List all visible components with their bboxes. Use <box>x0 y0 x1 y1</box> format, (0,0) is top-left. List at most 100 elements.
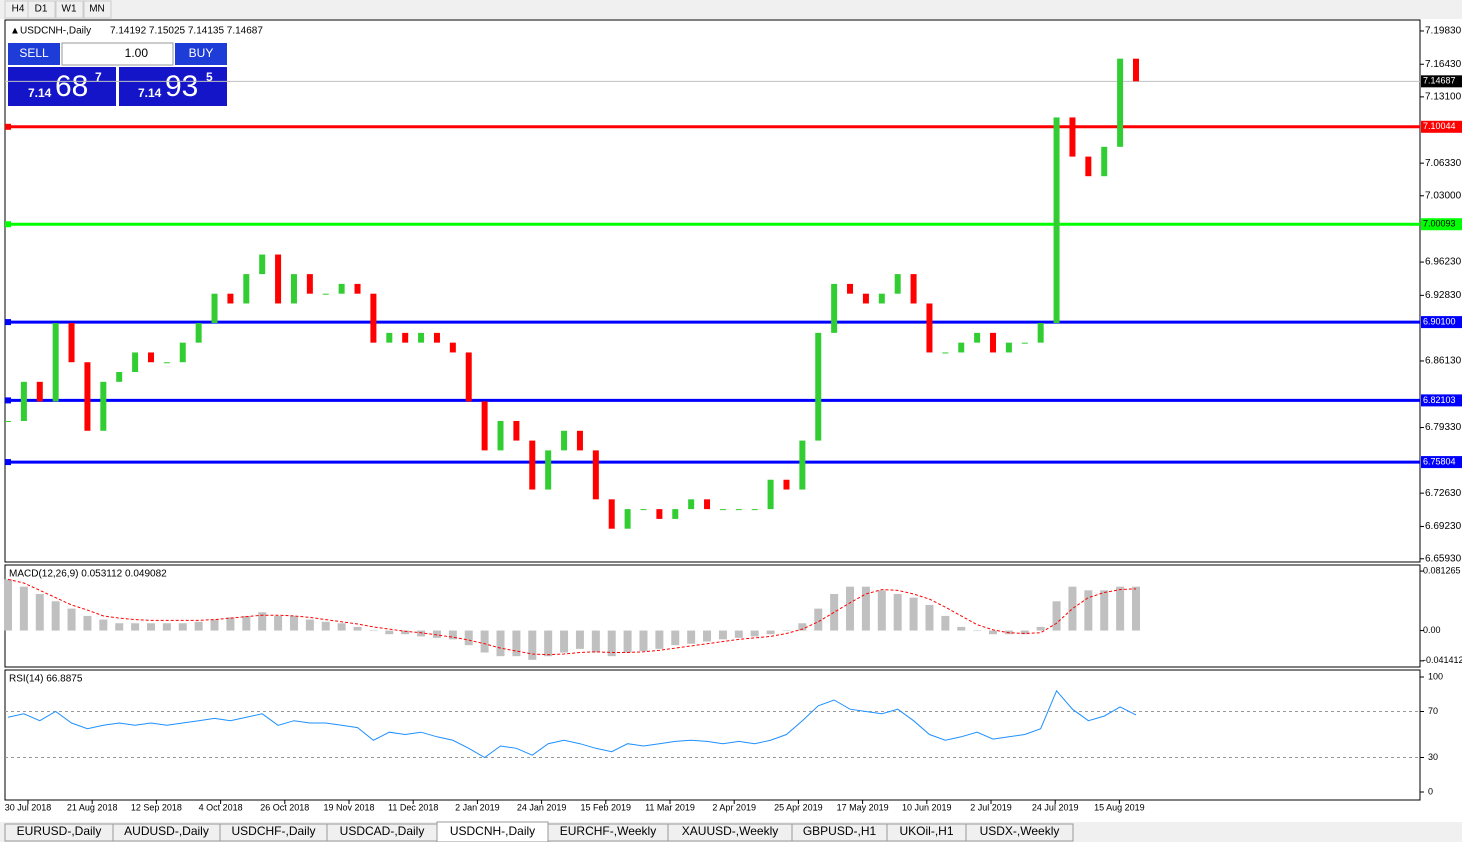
candle <box>862 293 869 304</box>
macd-bar <box>1020 630 1029 635</box>
macd-bar <box>305 619 314 631</box>
buy-label[interactable]: BUY <box>189 46 214 60</box>
candle <box>799 440 806 490</box>
candle <box>1037 323 1044 343</box>
macd-bar <box>512 630 521 657</box>
candle <box>275 254 282 304</box>
macd-bar <box>321 621 330 631</box>
macd-bar <box>242 615 251 631</box>
macd-bar <box>528 630 537 660</box>
timeframe-button[interactable] <box>83 0 112 19</box>
level-label: 7.10044 <box>1423 121 1456 131</box>
symbol-tab-label[interactable]: EURCHF-,Weekly <box>560 824 656 838</box>
level-handle[interactable] <box>5 397 11 404</box>
macd-bar <box>1068 586 1077 631</box>
candle <box>370 293 377 343</box>
macd-title: MACD(12,26,9) 0.053112 0.049082 <box>9 569 167 580</box>
level-handle[interactable] <box>5 221 11 228</box>
macd-bar <box>1036 626 1045 631</box>
symbol-tab-label[interactable]: EURUSD-,Daily <box>17 824 102 838</box>
y-tick-label: 70 <box>1428 706 1438 716</box>
candle <box>1069 117 1076 157</box>
chart-title: ▲ <box>10 26 20 37</box>
buy-price-box[interactable] <box>119 67 227 106</box>
symbol-tab-label[interactable]: UKOil-,H1 <box>899 824 953 838</box>
candle <box>672 509 679 519</box>
x-tick-label: 21 Aug 2018 <box>67 802 118 812</box>
symbol-tab-label[interactable]: USDX-,Weekly <box>980 824 1060 838</box>
timeframe-button[interactable] <box>55 0 84 19</box>
level-handle[interactable] <box>5 459 11 466</box>
macd-bar <box>734 630 743 638</box>
trade-panel: SELL 1.00 BUY 7.14 68 7 7.14 93 5 <box>8 42 227 106</box>
buy-head: 7.14 <box>138 86 162 100</box>
candle <box>195 323 202 343</box>
candle <box>847 283 854 294</box>
lots[interactable]: 1.00 <box>125 46 149 60</box>
candle <box>910 274 917 304</box>
timeframe-label[interactable]: H4 <box>12 4 25 15</box>
macd-bar <box>560 630 569 653</box>
macd-bar <box>178 623 187 631</box>
x-tick-label: 17 May 2019 <box>837 802 889 812</box>
symbol-tab-label[interactable]: USDCNH-,Daily <box>450 824 535 838</box>
x-tick-label: 4 Oct 2018 <box>199 802 243 812</box>
candle <box>52 323 59 402</box>
symbol-tab-label[interactable]: XAUUSD-,Weekly <box>682 824 778 838</box>
candle <box>36 381 43 402</box>
lots-box[interactable] <box>61 42 174 66</box>
candle <box>1005 342 1012 353</box>
macd-bar <box>877 590 886 631</box>
candle <box>84 362 91 431</box>
candle <box>1053 117 1060 324</box>
y-tick-label: 7.16430 <box>1425 59 1462 70</box>
symbol-tab-label[interactable]: GBPUSD-,H1 <box>803 824 877 838</box>
macd-bar <box>162 623 171 631</box>
symbol-tab-label[interactable]: USDCHF-,Daily <box>232 824 316 838</box>
y-tick-label: 100 <box>1428 671 1443 681</box>
sell-label[interactable]: SELL <box>19 46 49 60</box>
rsi-frame <box>4 669 1421 801</box>
level-handle[interactable] <box>5 123 11 130</box>
candle <box>402 332 409 343</box>
sell-price-box[interactable] <box>8 67 116 106</box>
macd-bar <box>1100 590 1109 631</box>
timeframe-button[interactable] <box>27 0 56 19</box>
macd-bar <box>941 615 950 631</box>
macd-bar <box>35 593 44 631</box>
candle <box>815 332 822 441</box>
macd-bar <box>591 630 600 653</box>
candle <box>132 352 139 373</box>
candle <box>322 293 329 295</box>
candle <box>179 342 186 363</box>
candle <box>942 352 949 354</box>
macd-bar <box>861 586 870 631</box>
symbol-tab-label[interactable]: USDCAD-,Daily <box>340 824 425 838</box>
y-tick-label: 6.69230 <box>1425 521 1462 532</box>
candle <box>878 293 885 304</box>
symbol-tab[interactable] <box>965 823 1074 842</box>
macd-bar <box>798 623 807 631</box>
y-tick-label: 7.13100 <box>1425 92 1462 103</box>
candle <box>243 274 250 304</box>
macd-bar <box>607 630 616 657</box>
y-tick-label: 6.92830 <box>1425 290 1462 301</box>
x-tick-label: 10 Jun 2019 <box>902 802 952 812</box>
sell-button[interactable] <box>8 43 60 65</box>
buy-button[interactable] <box>175 43 227 65</box>
timeframe-label[interactable]: D1 <box>35 4 48 15</box>
timeframe-label[interactable]: W1 <box>62 4 77 15</box>
candle <box>831 283 838 333</box>
candle <box>926 303 933 353</box>
timeframe-label[interactable]: MN <box>89 4 105 15</box>
level-handle[interactable] <box>5 319 11 326</box>
macd-bar <box>830 593 839 631</box>
candle <box>465 352 472 402</box>
candle <box>1085 156 1092 177</box>
symbol-tab-label[interactable]: AUDUSD-,Daily <box>124 824 209 838</box>
candle <box>545 450 552 490</box>
current-price-label: 7.14687 <box>1423 76 1456 86</box>
candle <box>497 420 504 451</box>
